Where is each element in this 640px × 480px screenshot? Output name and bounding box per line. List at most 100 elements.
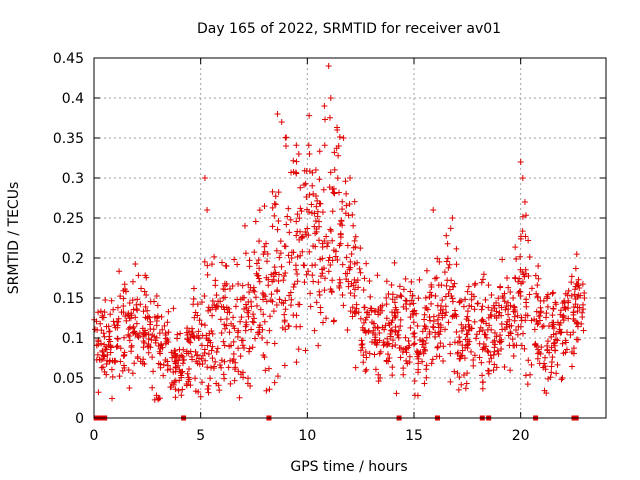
data-point [278,299,285,306]
data-point [122,313,129,320]
data-point [305,268,312,275]
data-point [94,351,101,358]
data-point [126,333,133,340]
data-point [501,364,508,371]
data-point [208,347,215,354]
data-point [511,303,518,310]
data-point [327,261,334,268]
data-point [262,293,269,300]
data-point [244,380,251,387]
data-point [158,313,165,320]
data-point [363,354,370,361]
data-point [263,240,270,247]
data-point [140,338,147,345]
data-point [406,359,413,366]
data-point [116,268,123,275]
data-point [447,378,454,385]
data-point [153,318,160,325]
data-point [301,182,308,189]
data-point [408,278,415,285]
data-point [558,329,565,336]
data-point [570,329,577,336]
data-point [379,324,386,331]
data-point [259,290,266,297]
data-point [220,338,227,345]
data-point [213,380,220,387]
data-point [421,323,428,330]
data-point [350,222,357,229]
data-point [287,302,294,309]
data-point [117,345,124,352]
data-point [269,188,276,195]
data-point [559,340,566,347]
data-point [201,322,208,329]
data-point [187,334,194,341]
data-point [338,217,345,224]
data-point [300,262,307,269]
data-point [232,364,239,371]
x-tick-label: 10 [298,428,316,444]
data-point [140,356,147,363]
data-point [503,321,510,328]
data-point [172,377,179,384]
data-point [439,310,446,317]
data-point [256,278,263,285]
data-point [133,320,140,327]
data-point [332,253,339,260]
data-point [187,339,194,346]
data-point [410,319,417,326]
data-point [465,341,472,348]
data-point [103,361,110,368]
data-point [414,392,421,399]
data-point [216,387,223,394]
data-point [321,275,328,282]
data-point [250,284,257,291]
data-point [496,338,503,345]
data-point [329,237,336,244]
data-point [360,352,367,359]
data-point [263,298,270,305]
data-point [212,282,219,289]
data-point [507,302,514,309]
data-point [205,307,212,314]
data-point [145,331,152,338]
data-point [209,330,216,337]
x-tick-label: 0 [90,428,99,444]
data-point [389,317,396,324]
data-point [149,332,156,339]
data-point [389,364,396,371]
data-point [395,331,402,338]
data-point [113,318,120,325]
data-point [462,296,469,303]
data-point [256,238,263,245]
data-point [349,313,356,320]
data-point [351,286,358,293]
data-point [238,337,245,344]
data-point [293,218,300,225]
data-point [179,360,186,367]
data-point [248,326,255,333]
data-point [387,331,394,338]
data-point [230,338,237,345]
data-point [331,190,338,197]
data-point [312,217,319,224]
data-point [534,321,541,328]
data-point [570,345,577,352]
data-point [155,342,162,349]
data-point [234,333,241,340]
data-point [568,292,575,299]
data-point [240,344,247,351]
data-point [344,327,351,334]
data-point [372,334,379,341]
data-point [464,313,471,320]
data-point [306,191,313,198]
data-point [374,272,381,279]
data-point [241,305,248,312]
data-point [183,350,190,357]
data-point [360,319,367,326]
data-point [239,282,246,289]
data-point [458,297,465,304]
data-point [554,361,561,368]
data-point [150,368,157,375]
data-point [175,387,182,394]
